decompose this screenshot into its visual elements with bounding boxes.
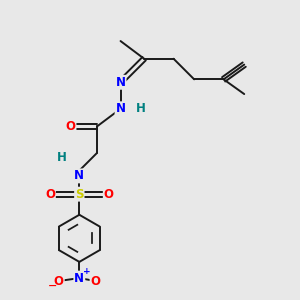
Text: N: N [116,102,126,115]
Text: O: O [54,274,64,287]
Text: O: O [45,188,55,201]
Text: O: O [65,120,76,133]
Text: O: O [91,274,100,287]
Text: O: O [104,188,114,201]
Text: N: N [74,169,84,182]
Text: H: H [57,151,67,164]
Text: +: + [83,267,91,276]
Text: S: S [75,188,84,201]
Text: −: − [48,281,57,291]
Text: N: N [74,272,84,285]
Text: N: N [116,76,126,89]
Text: H: H [136,102,146,115]
